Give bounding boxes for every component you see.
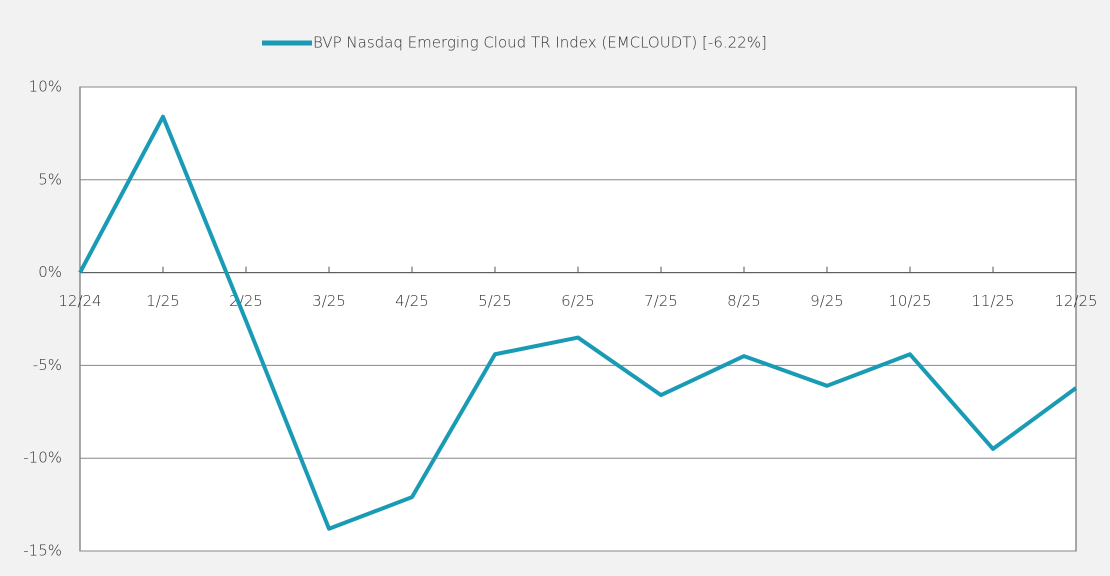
x-tick-label: 8/25 (727, 292, 761, 310)
x-tick-label: 1/25 (146, 292, 180, 310)
plot-area (79, 86, 1077, 552)
x-tick-label: 3/25 (312, 292, 346, 310)
x-tick-label: 10/25 (888, 292, 931, 310)
x-tick-label: 4/25 (395, 292, 429, 310)
x-tick-label: 9/25 (810, 292, 844, 310)
x-tick-label: 12/25 (1054, 292, 1097, 310)
x-tick-label: 7/25 (644, 292, 678, 310)
x-tick-label: 11/25 (971, 292, 1014, 310)
data-line (78, 114, 1078, 531)
y-tick-label: -5% (33, 356, 62, 374)
y-tick-label: -10% (23, 449, 62, 467)
x-tick-label: 5/25 (478, 292, 512, 310)
y-tick-label: 10% (29, 78, 62, 96)
y-tick-label: 5% (38, 170, 62, 188)
y-tick-label: 0% (38, 263, 62, 281)
x-tick-label: 6/25 (561, 292, 595, 310)
y-tick-label: -15% (23, 542, 62, 560)
x-tick-label: 12/24 (58, 292, 101, 310)
legend-label: BVP Nasdaq Emerging Cloud TR Index (EMCL… (313, 34, 767, 52)
